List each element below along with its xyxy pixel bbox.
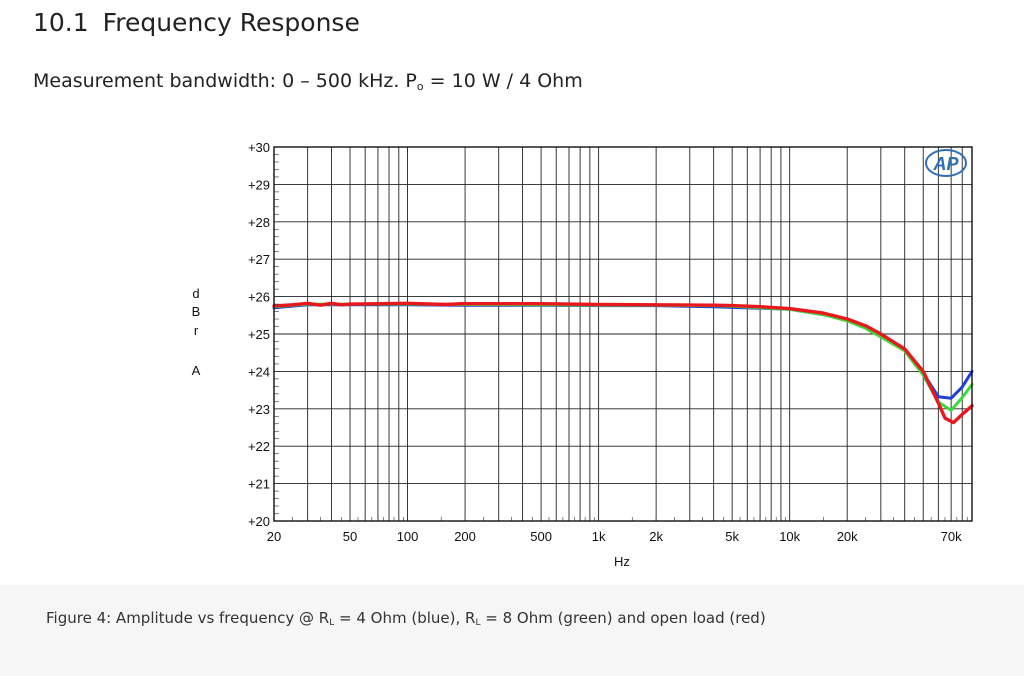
measurement-subtitle: Measurement bandwidth: 0 – 500 kHz. Po =…	[33, 70, 583, 93]
caption-part-2: = 4 Ohm (blue), R	[334, 609, 476, 627]
series-line-1	[272, 303, 974, 400]
x-tick-label: 10k	[779, 529, 800, 544]
x-tick-label: 5k	[725, 529, 739, 544]
subtitle-text-b: = 10 W / 4 Ohm	[423, 70, 583, 92]
section-title: Frequency Response	[102, 8, 360, 37]
caption-band	[0, 585, 1024, 676]
caption-part-3: = 8 Ohm (green) and open load (red)	[480, 609, 766, 627]
y-tick-label: +29	[248, 177, 270, 192]
y-axis-title-letter: A	[192, 363, 201, 378]
y-tick-label: +26	[248, 290, 270, 305]
y-axis-title-letter: r	[194, 323, 199, 338]
y-axis-title-letter: d	[192, 286, 199, 301]
chart-grid	[274, 146, 972, 522]
section-heading: 10.1 Frequency Response	[33, 8, 360, 37]
y-axis-title: dBr A	[192, 286, 201, 378]
figure-caption: Figure 4: Amplitude vs frequency @ RL = …	[46, 609, 766, 628]
y-tick-label: +30	[248, 140, 270, 155]
y-tick-label: +20	[248, 514, 270, 529]
x-tick-label: 100	[397, 529, 419, 544]
y-axis-title-letter: B	[192, 304, 201, 319]
y-tick-label: +27	[248, 252, 270, 267]
caption-part-1: Figure 4: Amplitude vs frequency @ R	[46, 609, 330, 627]
caption-sub-2: L	[475, 618, 481, 628]
x-axis-title: Hz	[614, 554, 630, 569]
caption-sub-1: L	[329, 618, 335, 628]
subtitle-subscript: o	[416, 80, 424, 93]
y-tick-label: +24	[248, 364, 270, 379]
series-line-3	[272, 301, 974, 425]
y-tick-label: +23	[248, 402, 270, 417]
y-tick-label: +21	[248, 477, 270, 492]
x-tick-label: 20k	[837, 529, 858, 544]
chart-frame	[273, 146, 973, 522]
x-tick-label: 50	[343, 529, 357, 544]
x-tick-label: 500	[530, 529, 552, 544]
ap-logo-icon: AP	[925, 149, 967, 177]
subtitle-text-a: Measurement bandwidth: 0 – 500 kHz. P	[33, 70, 417, 92]
y-tick-label: +22	[248, 439, 270, 454]
x-tick-label: 200	[454, 529, 476, 544]
series-line-2	[272, 302, 974, 412]
x-tick-label: 2k	[649, 529, 663, 544]
x-tick-label: 70k	[941, 529, 962, 544]
plot-frame	[273, 146, 973, 522]
ap-logo-text: AP	[932, 154, 959, 174]
chart-series	[272, 301, 974, 425]
y-tick-label: +25	[248, 327, 270, 342]
x-tick-label: 20	[267, 529, 281, 544]
y-tick-label: +28	[248, 215, 270, 230]
section-number: 10.1	[33, 8, 89, 37]
x-tick-label: 1k	[592, 529, 606, 544]
